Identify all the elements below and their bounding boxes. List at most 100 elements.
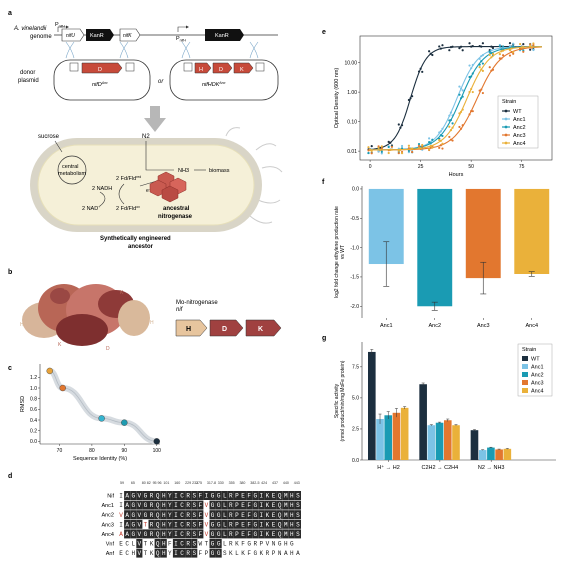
residue: S <box>223 550 227 557</box>
residue-bg <box>227 491 234 500</box>
structure-label-K2: K <box>58 342 62 348</box>
position-label: 355 <box>229 481 235 485</box>
growth-point-Anc3 <box>448 135 451 139</box>
growth-point-Anc3 <box>451 139 454 142</box>
residue-bg <box>240 491 247 500</box>
residue: R <box>186 541 190 548</box>
growth-point-WT <box>458 47 461 50</box>
growth-point-WT <box>387 140 390 143</box>
residue: F <box>199 512 203 519</box>
gene-nifK: nifK <box>123 33 132 39</box>
legend-label-WT: WT <box>531 357 540 363</box>
y-tick-label: 1.00 <box>347 90 357 96</box>
y-tick-label: -1.0 <box>350 245 359 251</box>
position-label: 59 <box>120 481 124 485</box>
y-tick-label: 0.2 <box>30 428 37 434</box>
x-tick-label: Anc1 <box>380 323 393 329</box>
legend-swatch-Anc4 <box>522 388 528 393</box>
residue-bg <box>136 510 143 520</box>
residue: E <box>272 521 276 528</box>
residue-bg <box>246 529 253 539</box>
growth-point-Anc4 <box>488 53 491 57</box>
residue: G <box>253 521 257 528</box>
plasmid-gene-H: H <box>199 67 203 73</box>
growth-point-Anc3 <box>471 110 474 113</box>
residue: S <box>296 502 300 509</box>
residue: E <box>272 512 276 519</box>
growth-point-Anc3 <box>417 144 421 148</box>
residue-bg <box>160 500 167 510</box>
residue: V <box>205 502 209 509</box>
growth-point-Anc4 <box>377 146 380 150</box>
x-tick-label: Anc2 <box>428 323 441 329</box>
residue-bg <box>185 510 192 520</box>
residue-bg <box>288 491 295 500</box>
residue: G <box>131 493 135 500</box>
residue-bg <box>276 500 283 510</box>
residue-bg <box>276 519 283 529</box>
organism-label: A. vinelandii <box>13 26 47 32</box>
growth-point-Anc2 <box>488 50 491 53</box>
growth-point-Anc4 <box>508 49 512 52</box>
growth-point-Anc4 <box>419 147 422 150</box>
growth-point-WT <box>491 46 495 50</box>
growth-point-Anc2 <box>441 134 444 138</box>
residue-bg <box>221 491 228 500</box>
residue-bg <box>166 491 173 500</box>
residue-bg <box>252 529 259 539</box>
residue-bg <box>294 529 301 539</box>
residue: H <box>162 521 166 528</box>
residue: M <box>284 493 288 500</box>
growth-point-WT <box>431 53 434 57</box>
ethylene-bar-chart: 0.0 -0.5 -1.0 -1.5 -2.0 log2 fold change ethy… <box>334 186 550 329</box>
position-label: 330 <box>218 481 224 485</box>
growth-point-Anc3 <box>491 68 495 71</box>
x-tick-label: 75 <box>519 164 525 170</box>
legend-dot-Anc2 <box>504 125 508 129</box>
residue-bg <box>191 500 198 510</box>
x-tick-label: 80 <box>89 448 95 454</box>
position-label: 317-8 <box>207 481 216 485</box>
residue: K <box>241 550 245 557</box>
residue-bg <box>252 500 259 510</box>
growth-point-WT <box>529 48 532 51</box>
residue: W <box>199 541 203 548</box>
x-tick-label: N2 → NH3 <box>478 465 505 471</box>
residue: G <box>211 541 215 548</box>
gene-kanr-left: KanR <box>90 33 104 39</box>
alignment-row-name: Anf <box>106 551 115 557</box>
x-tick-label: C2H2 → C2H4 <box>422 465 459 471</box>
growth-point-WT <box>461 49 464 52</box>
residue-bg <box>288 519 295 529</box>
residue: S <box>296 493 300 500</box>
residue: G <box>211 512 215 519</box>
residue-bg <box>276 491 283 500</box>
residue-bg <box>185 491 192 500</box>
residue: G <box>131 521 135 528</box>
growth-point-WT <box>409 97 412 100</box>
residue: R <box>229 541 233 548</box>
growth-point-WT <box>439 47 442 50</box>
residue: A <box>125 512 129 519</box>
nitrogenase-icon <box>149 171 187 203</box>
residue-bg <box>185 548 192 558</box>
bar-Anc1-2 <box>478 450 487 460</box>
residue: H <box>162 493 166 500</box>
residue-bg <box>215 519 222 529</box>
growth-point-WT <box>480 45 483 48</box>
residue: G <box>253 502 257 509</box>
growth-point-Anc3 <box>397 152 400 155</box>
legend-title: Strain <box>522 347 536 353</box>
residue: V <box>205 531 209 538</box>
growth-point-Anc3 <box>458 125 461 129</box>
plasmid-gene-K: K <box>240 67 244 73</box>
growth-point-Anc3 <box>529 43 532 46</box>
rmsd-chart: 70 80 90 100 0.0 0.2 0.4 0.6 0.8 1.0 1.2 Sequence I… <box>20 364 161 462</box>
legend-dot-WT <box>504 109 508 113</box>
residue: K <box>229 550 233 557</box>
residue: K <box>150 550 154 557</box>
growth-point-Anc4 <box>387 151 390 155</box>
residue: G <box>253 512 257 519</box>
residue: K <box>266 521 270 528</box>
residue-bg <box>154 510 161 520</box>
